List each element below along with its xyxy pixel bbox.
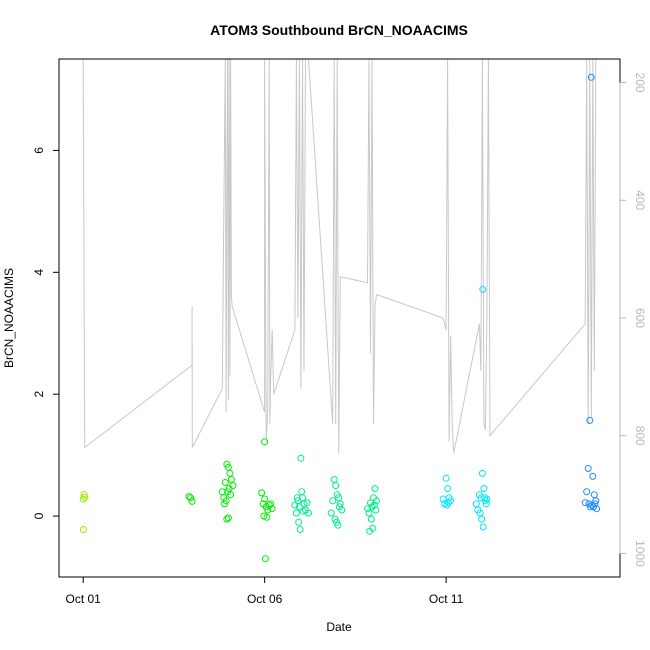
data-point	[224, 514, 232, 522]
data-point	[583, 488, 591, 496]
y2-tick-label: 1000	[633, 540, 647, 567]
data-point	[439, 495, 447, 503]
data-point	[366, 527, 374, 535]
data-point	[329, 497, 337, 505]
data-point	[221, 479, 229, 486]
y2-axis: 200 400 600 800 1000	[619, 73, 647, 567]
x-tick-label: Oct 06	[247, 592, 283, 606]
data-point	[472, 500, 480, 508]
data-point	[298, 488, 306, 496]
data-point	[223, 515, 231, 523]
y-axis: 0 2 4 6	[32, 147, 60, 519]
data-point	[591, 500, 599, 508]
data-point	[370, 501, 378, 509]
data-point	[589, 472, 597, 480]
data-point	[478, 469, 486, 477]
data-point	[187, 494, 195, 502]
data-point	[81, 493, 89, 501]
data-point	[479, 523, 487, 531]
data-point	[371, 485, 379, 493]
data-point	[367, 515, 375, 523]
data-point	[327, 509, 335, 517]
data-point	[373, 497, 380, 505]
data-point	[584, 465, 592, 472]
data-point	[332, 482, 340, 490]
data-point	[303, 499, 311, 507]
data-point	[586, 416, 594, 424]
data-point	[261, 495, 269, 503]
data-point	[295, 518, 303, 526]
data-point	[479, 285, 487, 293]
data-point	[268, 505, 276, 513]
data-point	[444, 485, 452, 493]
points-layer	[79, 73, 601, 563]
data-point	[581, 499, 589, 507]
data-point	[372, 506, 380, 514]
pressure-line	[82, 59, 597, 454]
data-point	[261, 555, 269, 563]
data-point	[188, 497, 196, 505]
x-axis: Oct 01 Oct 06 Oct 11	[66, 576, 464, 606]
data-point	[481, 497, 489, 505]
data-point	[333, 518, 340, 526]
y2-tick-label: 800	[633, 426, 647, 446]
data-point	[296, 526, 304, 533]
data-point	[79, 495, 87, 503]
data-point	[292, 509, 300, 517]
data-point	[365, 509, 373, 517]
data-point	[447, 497, 455, 505]
data-point	[291, 501, 299, 509]
data-point	[185, 493, 193, 501]
data-point	[293, 494, 301, 502]
data-point	[79, 526, 87, 533]
data-point	[478, 515, 486, 523]
data-point	[587, 73, 595, 81]
data-point	[297, 454, 305, 462]
y-tick-label: 6	[32, 147, 46, 154]
data-point	[483, 495, 491, 503]
data-point	[264, 506, 272, 514]
y-tick-label: 0	[32, 512, 46, 519]
y-tick-label: 4	[32, 269, 46, 276]
x-axis-label: Date	[326, 620, 352, 634]
data-point	[364, 505, 371, 513]
data-point	[444, 499, 452, 507]
data-point	[258, 489, 266, 497]
data-point	[261, 438, 269, 446]
data-point	[592, 497, 600, 505]
data-point	[299, 507, 307, 515]
y-axis-label: BrCN_NOAACIMS	[2, 268, 16, 368]
y2-tick-label: 600	[633, 308, 647, 328]
y-tick-label: 2	[32, 391, 46, 398]
data-point	[263, 513, 271, 521]
x-tick-label: Oct 11	[429, 592, 464, 606]
pressure-layer	[82, 59, 597, 454]
data-point	[227, 491, 235, 499]
data-point	[442, 474, 450, 482]
data-point	[480, 485, 488, 493]
y2-tick-label: 400	[633, 190, 647, 210]
data-point	[367, 499, 374, 507]
data-point	[336, 503, 343, 511]
data-point	[267, 500, 275, 508]
data-point	[593, 505, 601, 513]
chart-title: ATOM3 Southbound BrCN_NOAACIMS	[210, 22, 468, 38]
data-point	[222, 497, 230, 505]
x-tick-label: Oct 01	[66, 592, 102, 606]
data-point	[482, 500, 490, 508]
y2-tick-label: 200	[633, 73, 647, 93]
